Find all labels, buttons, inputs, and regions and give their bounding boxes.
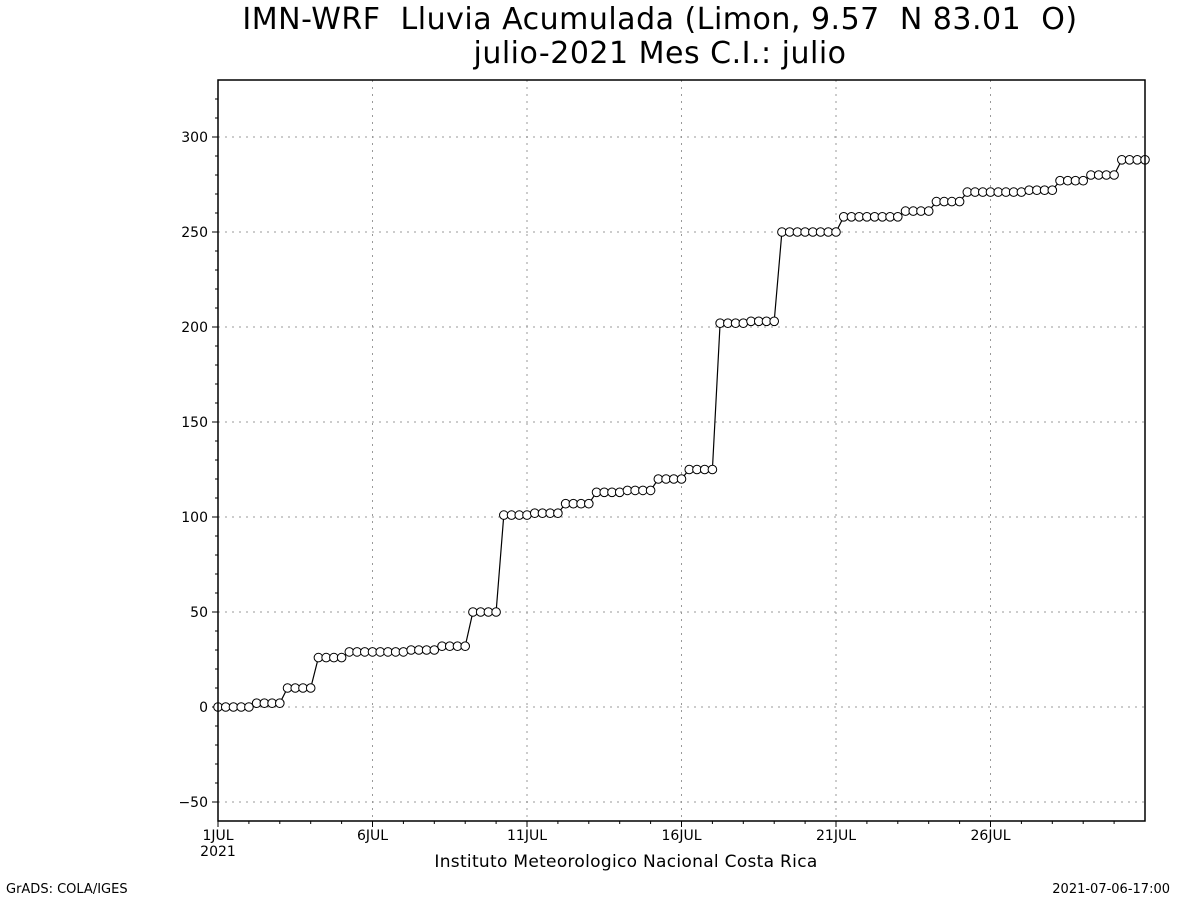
y-tick-label: 300	[181, 130, 208, 146]
data-point	[707, 464, 718, 475]
data-point	[584, 498, 594, 509]
y-tick-label: 50	[190, 605, 208, 621]
y-tick-label: 150	[181, 415, 208, 431]
x-tick-label: 21JUL	[816, 828, 856, 844]
x-tick-label: 16JUL	[662, 828, 702, 844]
chart-title: IMN-WRF Lluvia Acumulada (Limon, 9.57 N …	[242, 2, 1078, 37]
credit-label: Instituto Meteorologico Nacional Costa R…	[434, 852, 818, 872]
data-point	[275, 698, 285, 709]
data-point	[1109, 170, 1119, 180]
data-point	[1047, 185, 1058, 195]
y-tick-label: 250	[181, 225, 208, 241]
x-tick-label: 1JUL	[202, 828, 233, 844]
x-tick-label: 26JUL	[971, 828, 1011, 844]
data-point	[429, 645, 440, 655]
data-point	[491, 607, 501, 617]
data-point	[738, 318, 749, 329]
data-point	[553, 508, 563, 519]
y-tick-label: 200	[181, 320, 208, 336]
data-point	[522, 510, 532, 520]
data-point	[923, 206, 934, 216]
y-tick-label: 100	[181, 510, 208, 526]
data-point	[398, 647, 409, 657]
grid-lines	[218, 80, 1145, 821]
data-point	[954, 196, 965, 207]
data-point	[614, 487, 625, 498]
footer-software-label: GrADS: COLA/IGES	[6, 882, 128, 897]
data-point	[336, 652, 347, 663]
data-point	[305, 683, 316, 693]
data-point	[460, 641, 471, 652]
data-point	[676, 474, 687, 484]
data-point	[831, 227, 841, 237]
y-tick-label: 0	[199, 700, 208, 716]
data-point	[769, 316, 780, 327]
y-tick-label: −50	[178, 795, 208, 811]
x-tick-label: 6JUL	[357, 828, 388, 844]
data-point	[244, 702, 254, 712]
x-tick-label: 11JUL	[507, 828, 547, 844]
data-series	[213, 155, 1150, 712]
data-point	[893, 212, 903, 222]
data-point	[1078, 175, 1088, 186]
x-tick-sublabel: 2021	[200, 844, 236, 860]
chart-subtitle: julio-2021 Mes C.I.: julio	[473, 36, 847, 71]
data-point	[645, 485, 656, 496]
data-point	[1016, 187, 1027, 197]
plot-frame	[217, 79, 1146, 822]
footer-timestamp: 2021-07-06-17:00	[1052, 882, 1170, 897]
